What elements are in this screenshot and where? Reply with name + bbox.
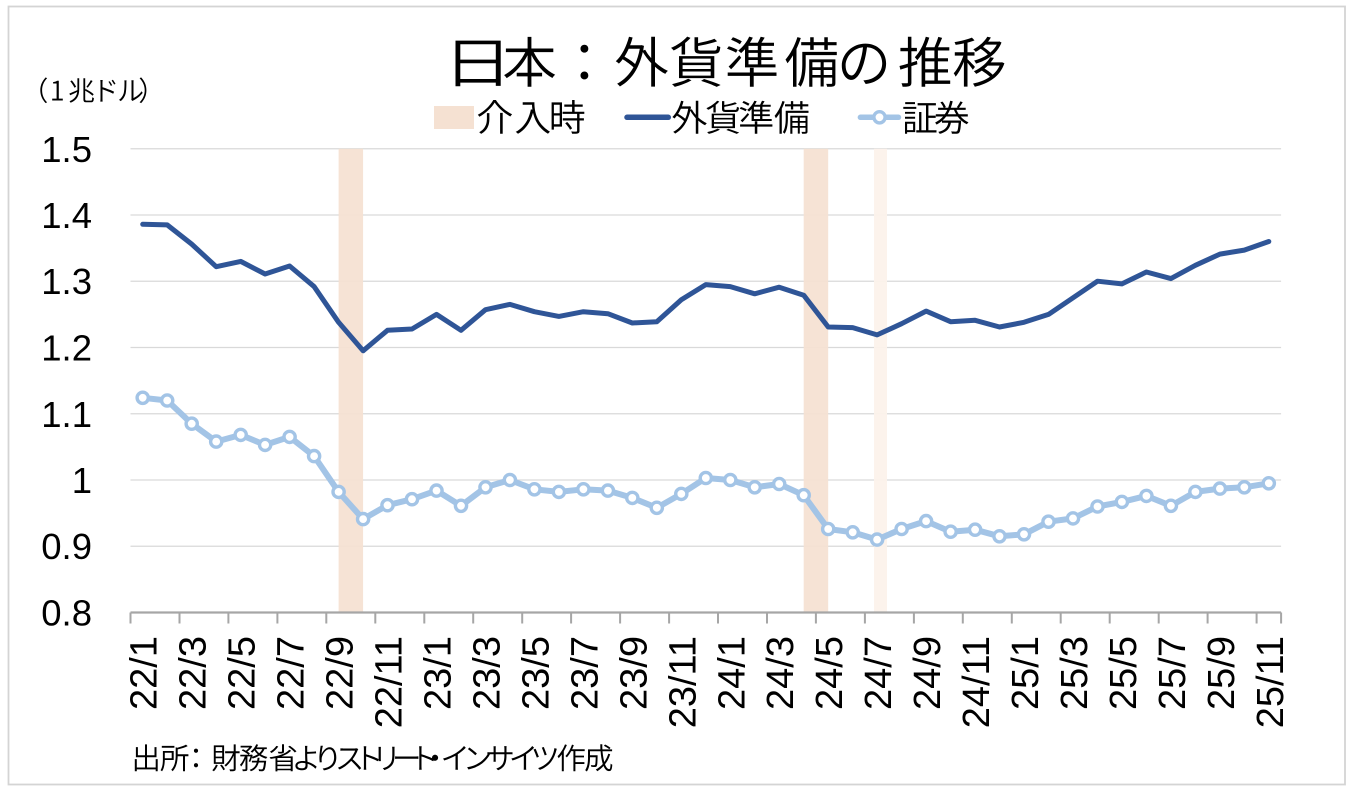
- svg-text:24/1: 24/1: [711, 636, 753, 710]
- svg-text:23/5: 23/5: [515, 636, 557, 710]
- svg-text:0.9: 0.9: [41, 526, 92, 567]
- svg-text:1.5: 1.5: [41, 129, 92, 170]
- svg-text:1.2: 1.2: [41, 328, 92, 369]
- svg-text:22/11: 22/11: [369, 636, 411, 728]
- svg-text:1: 1: [72, 460, 92, 501]
- svg-text:24/5: 24/5: [809, 636, 851, 710]
- svg-text:22/3: 22/3: [173, 636, 215, 710]
- svg-text:24/3: 24/3: [760, 636, 802, 710]
- svg-text:24/11: 24/11: [956, 636, 998, 728]
- svg-text:1.1: 1.1: [41, 394, 92, 435]
- svg-text:23/7: 23/7: [564, 636, 606, 710]
- svg-text:23/11: 23/11: [662, 636, 704, 728]
- svg-text:24/9: 24/9: [907, 636, 949, 710]
- svg-text:24/7: 24/7: [858, 636, 900, 710]
- svg-text:22/7: 22/7: [271, 636, 313, 710]
- svg-text:23/1: 23/1: [418, 636, 460, 710]
- svg-text:1.4: 1.4: [41, 195, 92, 236]
- svg-text:22/9: 22/9: [320, 636, 362, 710]
- svg-text:22/5: 22/5: [222, 636, 264, 710]
- svg-text:25/5: 25/5: [1103, 636, 1145, 710]
- svg-text:25/7: 25/7: [1152, 636, 1194, 710]
- svg-text:25/11: 25/11: [1250, 636, 1292, 728]
- svg-text:23/3: 23/3: [467, 636, 509, 710]
- svg-text:0.8: 0.8: [41, 593, 92, 634]
- svg-text:23/9: 23/9: [613, 636, 655, 710]
- svg-text:22/1: 22/1: [124, 636, 166, 710]
- svg-text:25/9: 25/9: [1201, 636, 1243, 710]
- svg-text:25/3: 25/3: [1054, 636, 1096, 710]
- svg-text:25/1: 25/1: [1005, 636, 1047, 710]
- svg-text:1.3: 1.3: [41, 261, 92, 302]
